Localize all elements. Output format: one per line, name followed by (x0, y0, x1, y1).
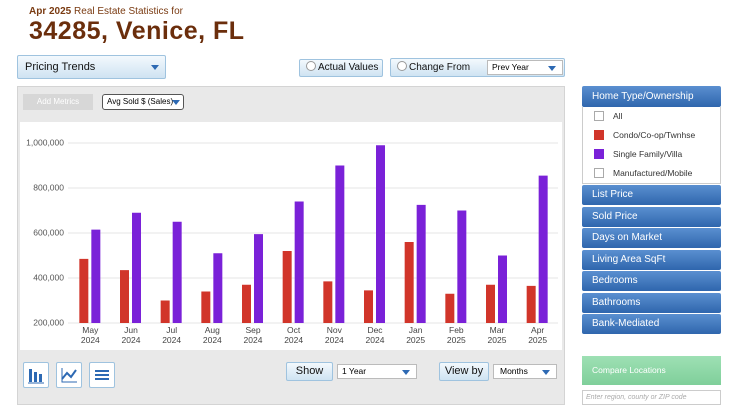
bar (457, 210, 467, 323)
option-condo[interactable]: Condo/Co-op/Twnhse (582, 126, 721, 145)
bar (335, 165, 345, 323)
select-label: 1 Year (342, 366, 367, 376)
sidebar-section[interactable]: Bathrooms (582, 292, 721, 313)
x-tick-label: May 2024 (80, 325, 100, 345)
x-tick-label: Jan 2025 (406, 325, 426, 345)
sidebar-section[interactable]: Bank-Mediated (582, 314, 721, 334)
x-axis-labels: May 2024 Jun 2024 Jul 2024 Aug 2024 Sep 2024… (20, 122, 562, 350)
select-label: Prev Year (492, 62, 529, 72)
location-search-input[interactable]: Enter region, county or ZIP code (582, 390, 721, 405)
trend-label: Pricing Trends (25, 61, 96, 73)
bar (416, 204, 426, 323)
home-type-header[interactable]: Home Type/Ownership (582, 86, 721, 107)
sidebar-section[interactable]: Sold Price (582, 206, 721, 227)
section-label: Home Type/Ownership (592, 91, 694, 102)
option-all[interactable]: All (582, 107, 721, 126)
bar (364, 290, 373, 323)
sidebar-section[interactable]: Bedrooms (582, 271, 721, 291)
bar (132, 212, 141, 323)
line-view-icon[interactable] (56, 362, 82, 388)
bar (538, 175, 548, 323)
interval-select[interactable]: Months (493, 364, 557, 379)
series-swatch (594, 130, 604, 140)
show-label-box: Show (286, 362, 333, 381)
y-tick-label: 400,000 (33, 272, 64, 282)
period-select[interactable]: Prev Year (487, 60, 563, 75)
x-tick-label: Apr 2025 (528, 325, 548, 345)
bar (498, 255, 507, 323)
bar-view-icon[interactable] (23, 362, 49, 388)
actual-values-radio[interactable]: Actual Values (299, 59, 383, 77)
trend-dropdown[interactable]: Pricing Trends (17, 55, 166, 79)
icon (61, 368, 77, 383)
bar (172, 221, 182, 323)
bar (486, 284, 495, 323)
show-label: Show (295, 365, 324, 377)
bar (201, 291, 211, 323)
x-tick-label: Sep 2024 (243, 325, 263, 345)
legend-label: Single Family/Villa (613, 149, 683, 159)
compare-locations-button[interactable]: Compare Locations (582, 356, 721, 385)
bar (282, 251, 292, 323)
sidebar-section[interactable]: List Price (582, 185, 721, 205)
legend-label: Condo/Co-op/Twnhse (613, 130, 696, 140)
y-tick-label: 800,000 (33, 182, 64, 192)
sidebar-section[interactable]: Living Area SqFt (582, 249, 721, 270)
bar (323, 281, 333, 323)
period-range-select[interactable]: 1 Year (337, 364, 417, 379)
y-tick-label: 200,000 (33, 317, 64, 327)
button-label: Add Metrics (36, 97, 80, 106)
chart: 200,000 400,000 600,000 800,000 1,000,000 (26, 137, 558, 327)
view-by-label-box: View by (439, 362, 489, 381)
bar (376, 145, 385, 323)
header-subtitle: Apr 2025 Real Estate Statistics for (29, 6, 183, 17)
icon (95, 370, 109, 380)
bar (91, 229, 101, 323)
bar (526, 285, 536, 323)
sidebar-section[interactable]: Days on Market (582, 228, 721, 248)
metric-select[interactable]: Avg Sold $ (Sales) (102, 94, 184, 110)
x-tick-label: Dec 2024 (365, 325, 385, 345)
x-tick-label: Jun 2024 (121, 325, 141, 345)
bar (120, 270, 129, 323)
bar (242, 284, 251, 323)
select-label: Avg Sold $ (Sales) (107, 97, 174, 106)
location-title: 34285, Venice, FL (29, 17, 245, 45)
x-tick-label: Oct 2024 (284, 325, 304, 345)
x-tick-label: Aug 2024 (202, 325, 222, 345)
x-tick-label: Mar 2025 (487, 325, 507, 345)
x-tick-label: Feb 2025 (446, 325, 466, 345)
option-label: All (613, 111, 623, 121)
icon (28, 369, 44, 384)
radio-label: Actual Values (318, 62, 379, 73)
report-date: Apr 2025 (29, 6, 72, 17)
placeholder: Enter region, county or ZIP code (586, 394, 687, 401)
option-label: Manufactured/Mobile (613, 168, 693, 178)
y-tick-label: 1,000,000 (26, 137, 64, 147)
x-tick-label: Jul 2024 (162, 325, 182, 345)
option-single-family[interactable]: Single Family/Villa (582, 145, 721, 164)
view-by-label: View by (444, 365, 484, 377)
select-label: Months (500, 366, 528, 376)
y-tick-label: 600,000 (33, 227, 64, 237)
table-view-icon[interactable] (89, 362, 115, 388)
option-manufactured[interactable]: Manufactured/Mobile (582, 164, 721, 184)
add-metrics-button[interactable]: Add Metrics (23, 94, 93, 110)
radio-label: Change From (409, 62, 471, 73)
x-tick-label: Nov 2024 (324, 325, 344, 345)
bar (445, 293, 455, 323)
bar (404, 242, 414, 323)
bar (294, 201, 304, 323)
series-swatch (594, 149, 604, 159)
bar (213, 253, 223, 323)
bar (160, 300, 170, 323)
bar (79, 258, 89, 323)
subtitle: Real Estate Statistics for (74, 6, 183, 17)
bar (254, 234, 263, 323)
button-label: Compare Locations (592, 365, 666, 375)
